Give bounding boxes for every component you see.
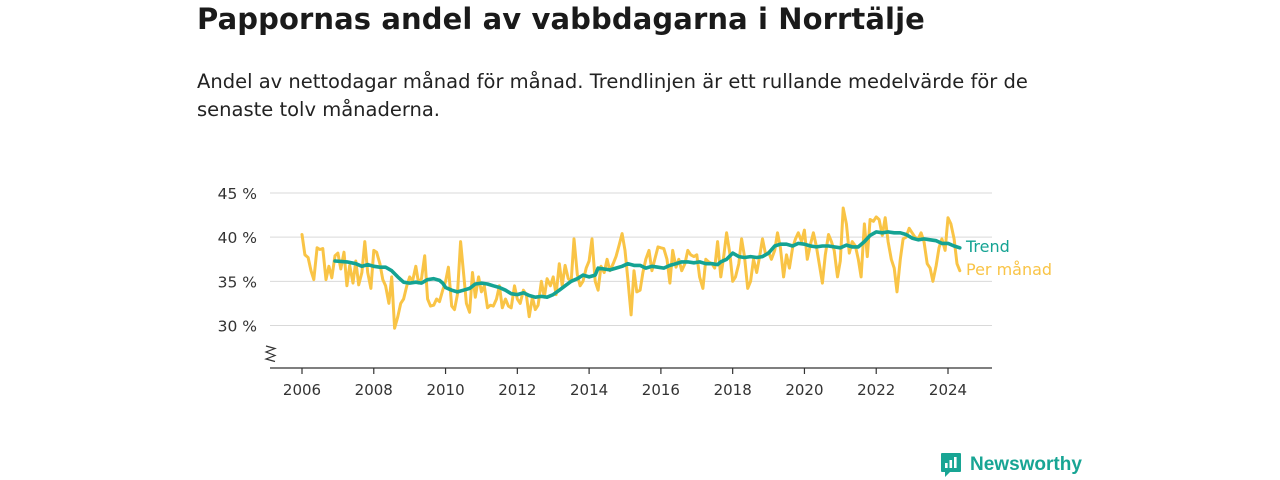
x-tick-label: 2020 [785, 381, 823, 399]
y-tick-label: 45 % [218, 185, 257, 203]
x-tick-label: 2022 [857, 381, 895, 399]
series-label-trend: Trend [965, 237, 1010, 256]
grid-lines [270, 192, 992, 326]
y-tick-label: 35 % [218, 273, 257, 291]
newsworthy-logo-icon [941, 453, 961, 477]
brand-name: Newsworthy [970, 454, 1082, 475]
axes: 30 % 35 % 40 % 45 % 2006 2008 2010 2012 2014 2016… [218, 185, 992, 399]
y-tick-label: 40 % [218, 229, 257, 247]
series-labels: Trend Per månad [965, 237, 1052, 279]
axis-break-icon [264, 345, 277, 363]
series-label-monthly: Per månad [966, 260, 1052, 279]
x-tick-label: 2016 [642, 381, 680, 399]
x-tick-label: 2018 [714, 381, 752, 399]
chart-title: Pappornas andel av vabbdagarna i Norrtäl… [197, 2, 925, 36]
series-lines [300, 206, 962, 330]
chart-subtitle: Andel av nettodagar månad för månad. Tre… [197, 70, 1028, 121]
x-tick-label: 2014 [570, 381, 608, 399]
y-tick-label: 30 % [218, 318, 257, 336]
newsworthy-logo: Newsworthy [940, 451, 1082, 479]
x-tick-label: 2008 [355, 381, 393, 399]
x-tick-label: 2012 [498, 381, 536, 399]
trend-line [333, 230, 962, 299]
x-tick-label: 2010 [426, 381, 464, 399]
x-tick-label: 2006 [283, 381, 321, 399]
x-tick-label: 2024 [929, 381, 967, 399]
monthly-line [300, 206, 962, 330]
